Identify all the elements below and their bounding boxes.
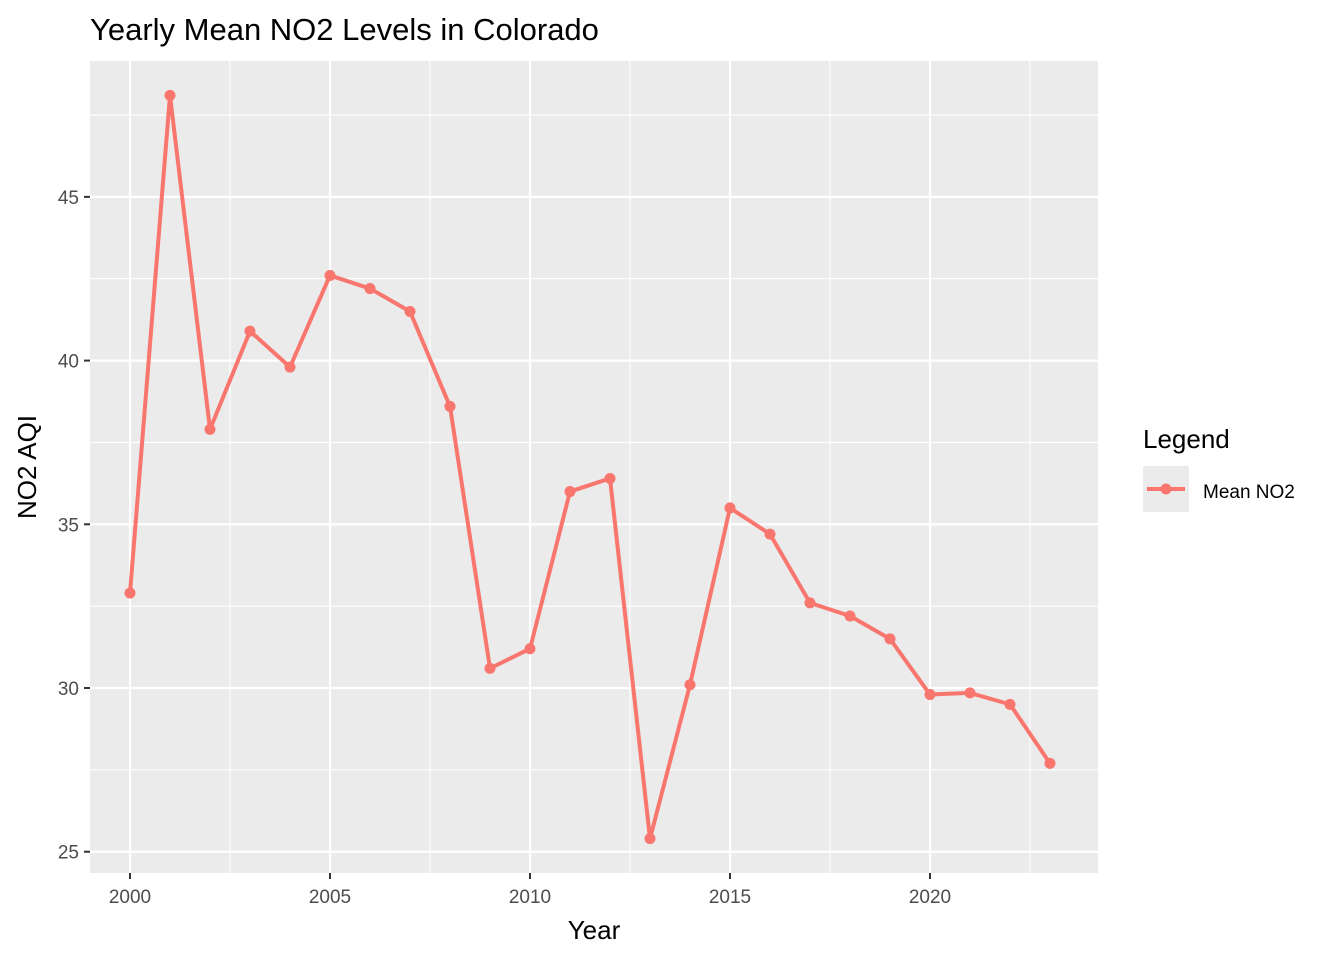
data-point xyxy=(244,325,256,337)
data-point xyxy=(724,502,736,514)
data-point xyxy=(204,423,216,435)
y-tick-label: 40 xyxy=(58,352,79,373)
data-point xyxy=(604,472,616,484)
data-point xyxy=(684,679,696,691)
x-tick-label: 2015 xyxy=(709,887,751,908)
y-tick-label: 45 xyxy=(58,188,79,209)
y-axis: 25 30 35 40 45 xyxy=(58,188,90,864)
data-point xyxy=(484,662,496,674)
data-point xyxy=(524,643,536,655)
data-point xyxy=(164,89,176,101)
y-tick-label: 25 xyxy=(58,843,79,864)
data-point xyxy=(124,587,136,599)
chart-title: Yearly Mean NO2 Levels in Colorado xyxy=(90,12,599,47)
x-tick-label: 2005 xyxy=(309,887,351,908)
y-tick-label: 30 xyxy=(58,679,79,700)
y-tick-label: 35 xyxy=(58,515,79,536)
series-layer xyxy=(124,89,1056,845)
data-point xyxy=(764,528,776,540)
x-axis: 2000 2005 2010 2015 2020 xyxy=(109,873,951,908)
data-point xyxy=(444,400,456,412)
x-tick-label: 2010 xyxy=(509,887,551,908)
x-tick-label: 2020 xyxy=(909,887,951,908)
data-point xyxy=(1004,698,1016,710)
data-point xyxy=(284,361,296,373)
data-point xyxy=(844,610,856,622)
legend-key-point xyxy=(1160,483,1172,495)
y-axis-title: NO2 AQI xyxy=(12,415,42,519)
legend-label-mean-no2: Mean NO2 xyxy=(1203,482,1295,503)
data-point xyxy=(324,269,336,281)
series-line-mean-no2 xyxy=(128,93,1052,841)
legend-title: Legend xyxy=(1143,424,1230,454)
x-tick-label: 2000 xyxy=(109,887,151,908)
data-point xyxy=(364,283,376,295)
grid-major xyxy=(90,61,1098,873)
data-point xyxy=(564,486,576,498)
data-point xyxy=(884,633,896,645)
legend: Legend Mean NO2 xyxy=(1143,424,1295,512)
x-axis-title: Year xyxy=(568,915,621,945)
data-point xyxy=(644,833,656,845)
data-point xyxy=(964,687,976,699)
plot-panel xyxy=(90,61,1098,873)
data-point xyxy=(804,597,816,609)
data-point xyxy=(924,689,936,701)
data-point xyxy=(404,305,416,317)
data-point xyxy=(1044,757,1056,769)
